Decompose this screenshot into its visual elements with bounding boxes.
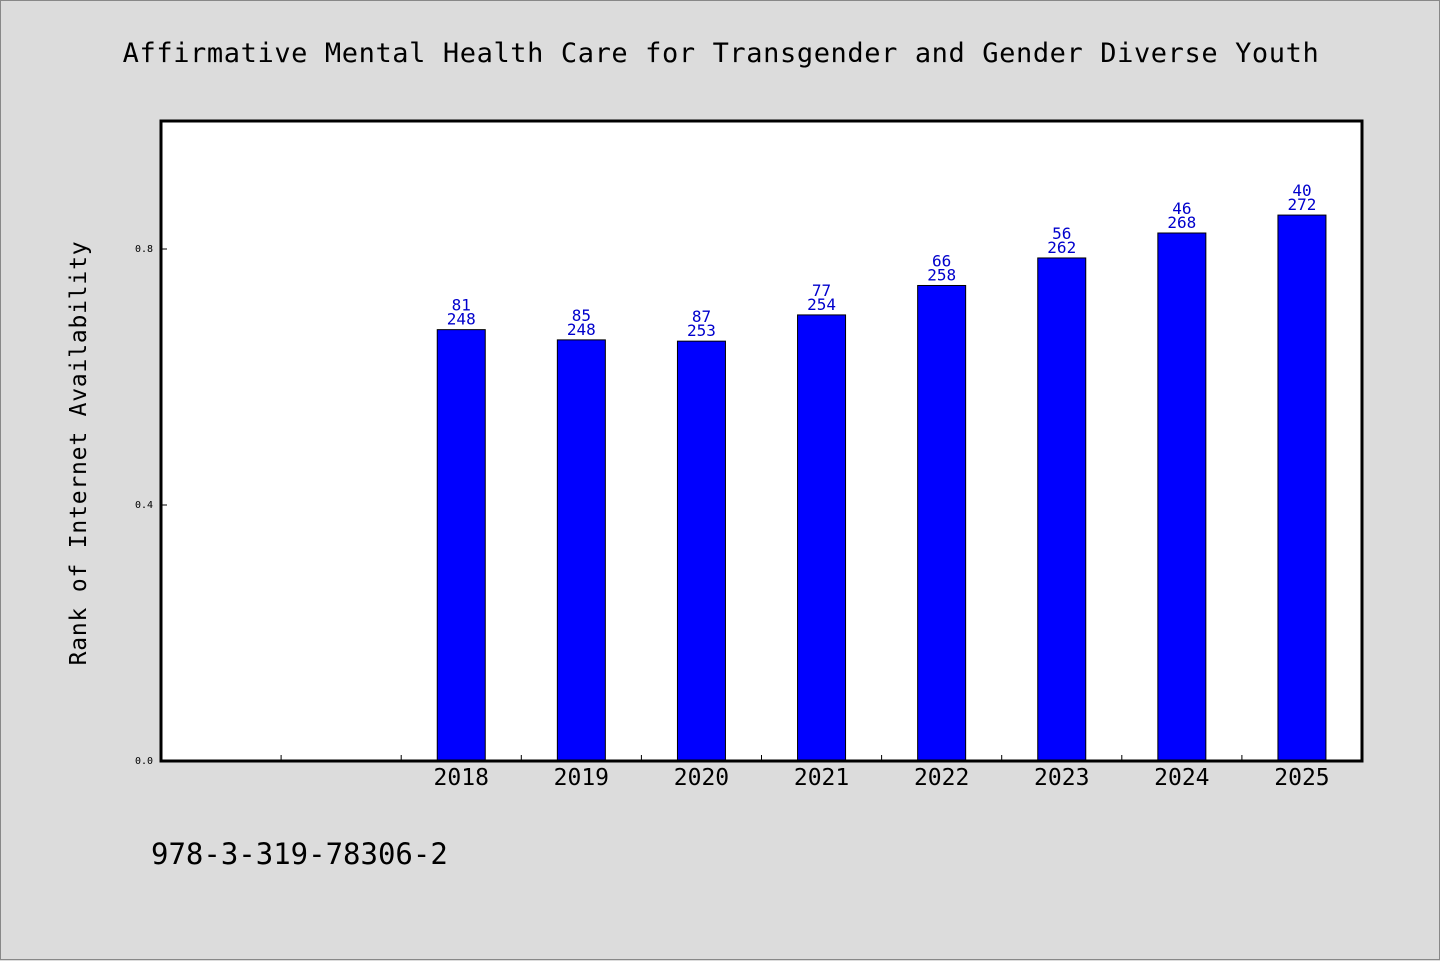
- data-label-rank: 46: [1172, 199, 1191, 218]
- data-label-rank: 81: [452, 296, 471, 315]
- data-label-count: 272: [1287, 195, 1316, 214]
- data-label-rank: 56: [1052, 224, 1071, 243]
- x-tick-label: 2024: [1154, 765, 1209, 791]
- bar-2025: [1277, 214, 1327, 762]
- data-label-rank: 77: [812, 281, 831, 300]
- bar-2023: [1037, 257, 1087, 762]
- data-label-rank: 85: [572, 306, 591, 325]
- x-tick-label: 2021: [794, 765, 849, 791]
- y-tick-label: 0.4: [135, 500, 153, 511]
- x-axis-ticks: 2018 2019 2020 2021 2022 2023 2024 2025: [280, 755, 1330, 791]
- chart-title: Affirmative Mental Health Care for Trans…: [123, 38, 1320, 69]
- bars-group: [436, 214, 1327, 762]
- data-label-rank: 87: [692, 307, 711, 326]
- bar-2018: [436, 329, 486, 762]
- y-axis-label: Rank of Internet Availability: [66, 241, 92, 666]
- y-tick-label: 0.8: [135, 244, 153, 255]
- bar-2021: [797, 314, 847, 762]
- bar-2024: [1157, 232, 1207, 762]
- data-label-count: 268: [1167, 213, 1196, 232]
- data-label-rank: 66: [932, 251, 951, 270]
- data-label-count: 253: [687, 321, 716, 340]
- data-label-count: 248: [567, 320, 596, 339]
- data-label-rank: 40: [1292, 181, 1311, 200]
- x-tick-label: 2020: [674, 765, 729, 791]
- data-label-count: 248: [447, 310, 476, 329]
- y-tick-label: 0.0: [135, 756, 153, 767]
- data-label-count: 262: [1047, 238, 1076, 257]
- x-tick-label: 2022: [914, 765, 969, 791]
- plot-border: [159, 119, 1364, 763]
- x-tick-label: 2023: [1034, 765, 1089, 791]
- data-label-count: 254: [807, 295, 836, 314]
- isbn-text: 978-3-319-78306-2: [151, 837, 448, 871]
- data-label-count: 258: [927, 265, 956, 284]
- x-tick-label: 2018: [434, 765, 489, 791]
- x-tick-label: 2019: [554, 765, 609, 791]
- bar-2020: [676, 340, 726, 762]
- x-tick-label: 2025: [1274, 765, 1329, 791]
- bar-2019: [556, 339, 606, 762]
- bar-2022: [917, 284, 967, 762]
